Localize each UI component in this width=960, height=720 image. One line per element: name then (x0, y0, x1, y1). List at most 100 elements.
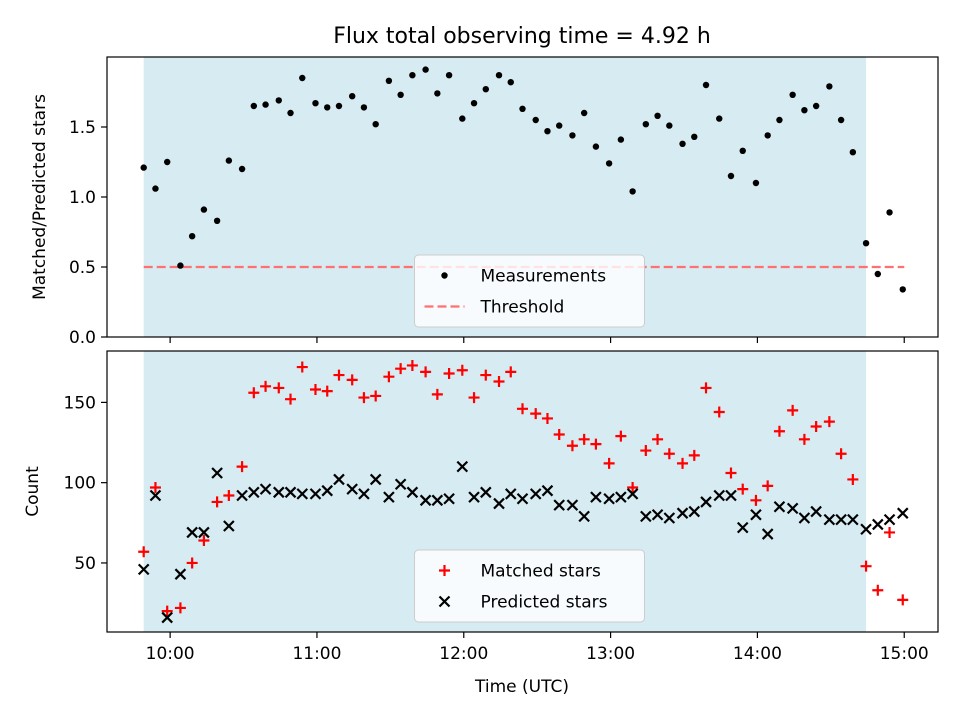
predicted-star-point (626, 488, 639, 500)
measurement-point (238, 165, 246, 173)
measurement-point (679, 140, 686, 147)
predicted-star-point (847, 513, 859, 526)
measurement-point (250, 102, 258, 110)
measurement-point (899, 286, 906, 293)
matched-star-point (700, 382, 712, 394)
measurement-point (470, 100, 478, 107)
axes-frame (106, 350, 939, 633)
predicted-star-point (186, 526, 198, 539)
predicted-star-point (676, 507, 689, 519)
predicted-star-point (504, 488, 517, 500)
measurement-point (801, 107, 808, 114)
predicted-star-point (860, 523, 872, 536)
matched-star-point (566, 440, 578, 452)
y-axis-label: Count (23, 466, 43, 517)
measurement-point (482, 86, 489, 93)
measurement-point (434, 90, 441, 97)
y-tick-label: 1.5 (69, 118, 96, 138)
legend-label: Threshold (480, 298, 565, 318)
predicted-star-point (736, 521, 749, 534)
measurement-point (580, 109, 588, 117)
measurement-point (287, 109, 294, 117)
measurement-point (862, 240, 870, 247)
measurement-point (422, 66, 429, 73)
predicted-star-point (578, 510, 590, 523)
matched-star-point (713, 406, 725, 418)
matched-star-point (530, 408, 542, 420)
measurement-point (702, 81, 710, 89)
matched-star-point (787, 404, 799, 416)
predicted-star-point (369, 473, 382, 486)
measurement-point (348, 93, 356, 100)
matched-star-point (603, 457, 615, 469)
predicted-star-point (713, 489, 726, 502)
x-tick-label: 14:00 (733, 644, 782, 664)
bottom-panel: 50 100 150 10:00 11:00 12:00 13:00 14:00 15:00 Co… (23, 350, 939, 664)
matched-star-point (517, 403, 528, 415)
x-axis-label: Time (UTC) (474, 677, 569, 697)
matched-star-point (677, 457, 689, 469)
measurement-point (812, 102, 820, 110)
matched-star-point (553, 428, 565, 440)
matched-star-point (860, 560, 872, 572)
predicted-star-point (810, 505, 822, 518)
predicted-star-point (493, 497, 505, 510)
measurement-point (544, 128, 551, 135)
matched-star-point (627, 481, 639, 493)
predicted-star-point (333, 473, 345, 486)
matched-star-point (186, 557, 198, 569)
matched-star-point (370, 390, 382, 402)
matched-star-point (480, 369, 492, 381)
predicted-star-point (443, 492, 455, 505)
matched-star-point (333, 369, 345, 381)
measurement-point (360, 104, 368, 111)
measurement-point (826, 83, 833, 90)
predicted-star-point (603, 492, 615, 505)
matched-star-point (431, 388, 443, 400)
measurement-point (642, 121, 650, 128)
y-tick-label: 0.0 (69, 328, 96, 348)
y-tick-label: 0.5 (69, 258, 96, 278)
predicted-star-point (651, 509, 664, 521)
predicted-star-point (236, 489, 248, 502)
predicted-star-point (149, 489, 162, 502)
predicted-star-point (358, 488, 370, 500)
matched-star-point (236, 461, 248, 473)
predicted-star-point (896, 507, 909, 519)
matched-star-point (138, 546, 150, 558)
predicted-star-point (823, 513, 836, 526)
matched-star-point (688, 449, 700, 461)
x-tick-label: 10:00 (146, 644, 195, 664)
y-tick-label: 150 (64, 393, 96, 413)
matched-star-point (590, 438, 602, 450)
matched-star-point (248, 387, 260, 399)
chart-title: Flux total observing time = 4.92 h (333, 24, 711, 49)
x-tick-label: 11:00 (292, 644, 341, 664)
predicted-star-point (773, 500, 786, 513)
matched-star-point (346, 374, 358, 386)
legend-box (414, 254, 645, 328)
predicted-star-point (394, 478, 407, 491)
matched-star-point (884, 526, 896, 538)
measurement-point (605, 160, 613, 167)
legend: Measurements Threshold (414, 254, 645, 328)
matched-star-point (835, 448, 847, 460)
predicted-star-point (725, 489, 737, 502)
matched-star-point (149, 481, 161, 493)
matched-star-point (211, 496, 223, 508)
matched-star-point (273, 382, 285, 394)
measurement-point (569, 132, 576, 139)
predicted-star-point (284, 486, 297, 499)
y-axis-label: Matched/Predicted stars (30, 94, 50, 300)
measurement-point (312, 100, 319, 107)
measurement-point (849, 149, 857, 156)
matched-star-point (358, 392, 370, 404)
matched-star-point (198, 534, 210, 546)
predicted-star-point (663, 512, 676, 524)
measurement-point (495, 72, 503, 79)
matched-star-point (420, 366, 432, 378)
matched-star-point (223, 490, 235, 502)
legend-label: Matched stars (481, 562, 601, 582)
measurement-point (200, 206, 208, 213)
matched-star-point (750, 494, 762, 506)
